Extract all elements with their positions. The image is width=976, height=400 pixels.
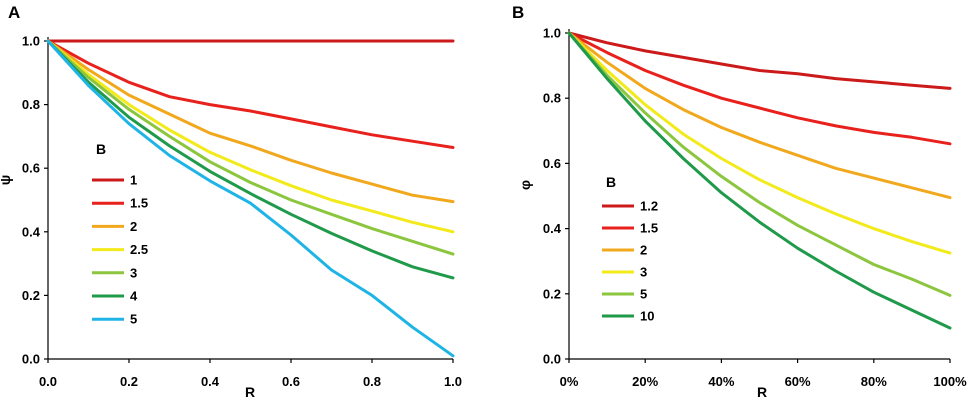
panel-b-y-tick-label: 0.2 (543, 286, 561, 301)
panel-a-label: A (8, 3, 20, 22)
panel-a-series-line-2 (46, 39, 455, 204)
panel-a-series-line-3 (46, 39, 455, 256)
panel-b-x-tick-label: 40% (708, 374, 734, 389)
panel-b-legend-label: 3 (640, 265, 647, 280)
panel-b-legend-label: 1.5 (640, 221, 658, 236)
panel-a-series-line-5 (46, 39, 455, 358)
panel-a-x-tick-label: 0.4 (201, 374, 220, 389)
panel-a-legend-label: 1 (130, 173, 137, 188)
panel-a-x-tick-label: 0.8 (363, 374, 381, 389)
panel-a-y-tick-label: 0.4 (22, 224, 41, 239)
panel-a-series-line-4 (46, 39, 455, 280)
panel-a-y-axis-title: ψ (0, 175, 13, 186)
panel-b-legend-title: B (606, 174, 616, 190)
panel-a-legend-label: 4 (130, 289, 138, 304)
panel-a-series-line-1.5 (46, 39, 455, 149)
panel-a-legend-label: 2 (130, 219, 137, 234)
panel-a-y-tick-label: 1.0 (22, 34, 40, 49)
panel-a-legend-label: 3 (130, 265, 137, 280)
panel-b-legend-label: 1.2 (640, 199, 658, 214)
panel-b-x-axis-title: R (757, 384, 767, 400)
panel-b-series-line-1.5 (567, 31, 952, 146)
panel-b-series-line-10 (567, 31, 952, 330)
panel-a-legend-title: B (96, 141, 106, 157)
panel-a-x-tick-label: 0.6 (282, 374, 300, 389)
panel-b-y-tick-label: 0.8 (543, 91, 561, 106)
panel-b-y-axis-title: φ (517, 180, 533, 190)
panel-b-x-tick-label: 100% (933, 374, 967, 389)
panel-a-y-tick-label: 0.0 (22, 352, 40, 367)
panel-a-y-tick-label: 0.2 (22, 288, 40, 303)
panel-a-x-tick-label: 0.2 (120, 374, 138, 389)
panel-a-x-tick-label: 0.0 (39, 374, 57, 389)
panel-b-legend-label: 10 (640, 309, 654, 324)
panel-a-series-line-2.5 (46, 39, 455, 234)
panel-b-x-tick-label: 80% (861, 374, 887, 389)
panel-a-legend-label: 2.5 (130, 242, 148, 257)
panel-b-y-tick-label: 0.6 (543, 156, 561, 171)
panel-b-legend-label: 5 (640, 287, 647, 302)
panel-b-x-tick-label: 60% (785, 374, 811, 389)
panel-b-series-line-1.2 (567, 31, 952, 90)
panel-b-x-tick-label: 20% (632, 374, 658, 389)
panel-b-series-line-3 (567, 31, 952, 255)
panel-b-y-tick-label: 0.0 (543, 352, 561, 367)
panel-b-series-line-5 (567, 31, 952, 297)
panel-b-label: B (512, 3, 524, 22)
panel-a-legend-label: 1.5 (130, 196, 148, 211)
panel-a-x-axis-title: R (245, 384, 255, 400)
panel-b-legend-label: 2 (640, 243, 647, 258)
panel-a-y-tick-label: 0.8 (22, 97, 40, 112)
panel-b-y-tick-label: 1.0 (543, 26, 561, 41)
panel-b-y-tick-label: 0.4 (543, 221, 562, 236)
panel-a-legend-label: 5 (130, 312, 137, 327)
panel-a-y-tick-label: 0.6 (22, 161, 40, 176)
panel-a-x-tick-label: 1.0 (444, 374, 462, 389)
panel-b-series-line-2 (567, 31, 952, 200)
panel-b-x-tick-label: 0% (560, 374, 579, 389)
